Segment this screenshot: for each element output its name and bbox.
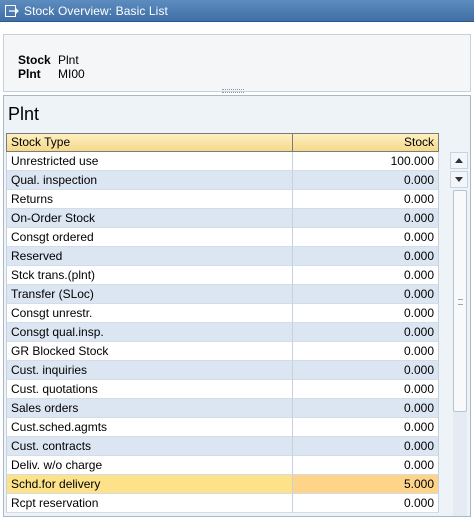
cell-stock-type[interactable]: On-Order Stock (6, 209, 293, 228)
window-titlebar: Stock Overview: Basic List (0, 0, 474, 22)
table-row[interactable]: Stck trans.(plnt) 0.000 (6, 266, 441, 285)
column-header-stock[interactable]: Stock (293, 133, 439, 152)
cell-stock-qty[interactable]: 0.000 (293, 209, 439, 228)
table-row[interactable]: Consgt ordered 0.000 (6, 228, 441, 247)
column-header-stock-type[interactable]: Stock Type (6, 133, 293, 152)
cell-stock-qty[interactable]: 0.000 (293, 380, 439, 399)
cell-stock-type[interactable]: Deliv. w/o charge (6, 456, 293, 475)
header-field-plant: Plnt MI00 (18, 67, 85, 81)
cell-stock-qty[interactable]: 0.000 (293, 399, 439, 418)
table-row[interactable]: Schd.for delivery 5.000 (6, 475, 441, 494)
table-row[interactable]: Qual. inspection 0.000 (6, 171, 441, 190)
cell-stock-qty[interactable]: 0.000 (293, 247, 439, 266)
cell-stock-qty[interactable]: 100.000 (293, 152, 439, 171)
cell-stock-qty[interactable]: 0.000 (293, 285, 439, 304)
cell-stock-qty[interactable]: 0.000 (293, 437, 439, 456)
cell-stock-qty[interactable]: 0.000 (293, 418, 439, 437)
cell-stock-type[interactable]: Cust. contracts (6, 437, 293, 456)
cell-stock-qty[interactable]: 0.000 (293, 171, 439, 190)
cell-stock-type[interactable]: Unrestricted use (6, 152, 293, 171)
scroll-up-icon[interactable] (450, 152, 468, 169)
cell-stock-qty[interactable]: 0.000 (293, 323, 439, 342)
cell-stock-type[interactable]: Reserved (6, 247, 293, 266)
cell-stock-qty[interactable]: 0.000 (293, 190, 439, 209)
stock-list-pane: Plnt Stock Type Stock Unrestricted use 10… (3, 95, 471, 517)
cell-stock-type[interactable]: Rcpt reservation (6, 494, 293, 513)
table-row[interactable]: Reserved 0.000 (6, 247, 441, 266)
table-row[interactable]: Cust. inquiries 0.000 (6, 361, 441, 380)
grid-body: Unrestricted use 100.000 Qual. inspection 0… (6, 152, 441, 513)
header-field-label: Stock (18, 53, 51, 67)
cell-stock-type[interactable]: Cust. inquiries (6, 361, 293, 380)
cell-stock-qty[interactable]: 0.000 (293, 228, 439, 247)
scrollbar-track[interactable] (453, 190, 467, 516)
exit-window-icon[interactable] (5, 4, 19, 17)
cell-stock-qty[interactable]: 0.000 (293, 304, 439, 323)
cell-stock-type[interactable]: Returns (6, 190, 293, 209)
cell-stock-qty[interactable]: 0.000 (293, 494, 439, 513)
table-row[interactable]: Rcpt reservation 0.000 (6, 494, 441, 513)
cell-stock-type[interactable]: Stck trans.(plnt) (6, 266, 293, 285)
cell-stock-type[interactable]: Sales orders (6, 399, 293, 418)
cell-stock-type[interactable]: Qual. inspection (6, 171, 293, 190)
grip-icon (458, 299, 463, 305)
cell-stock-type[interactable]: Cust.sched.agmts (6, 418, 293, 437)
table-row[interactable]: Consgt unrestr. 0.000 (6, 304, 441, 323)
table-row[interactable]: Unrestricted use 100.000 (6, 152, 441, 171)
splitter-handle[interactable] (222, 89, 244, 93)
grid-header: Stock Type Stock (6, 133, 441, 152)
cell-stock-type[interactable]: Schd.for delivery (6, 475, 293, 494)
cell-stock-type[interactable]: Transfer (SLoc) (6, 285, 293, 304)
table-row[interactable]: Transfer (SLoc) 0.000 (6, 285, 441, 304)
header-field-value: Plnt (58, 53, 79, 67)
table-row[interactable]: On-Order Stock 0.000 (6, 209, 441, 228)
cell-stock-qty[interactable]: 5.000 (293, 475, 439, 494)
pane-title: Plnt (8, 104, 40, 124)
header-field-label: Plnt (18, 67, 41, 81)
header-field-stock: Stock Plnt (18, 53, 79, 67)
table-row[interactable]: Cust. contracts 0.000 (6, 437, 441, 456)
stock-grid: Stock Type Stock Unrestricted use 100.000… (6, 133, 441, 513)
table-row[interactable]: GR Blocked Stock 0.000 (6, 342, 441, 361)
table-row[interactable]: Cust.sched.agmts 0.000 (6, 418, 441, 437)
window-title: Stock Overview: Basic List (24, 3, 168, 18)
header-field-value: MI00 (58, 67, 85, 81)
table-row[interactable]: Deliv. w/o charge 0.000 (6, 456, 441, 475)
cell-stock-type[interactable]: Cust. quotations (6, 380, 293, 399)
table-row[interactable]: Consgt qual.insp. 0.000 (6, 323, 441, 342)
vertical-scrollbar[interactable] (449, 152, 469, 517)
cell-stock-qty[interactable]: 0.000 (293, 266, 439, 285)
header-panel: Stock Plnt Plnt MI00 (3, 34, 471, 92)
scrollbar-thumb[interactable] (453, 190, 467, 412)
cell-stock-type[interactable]: Consgt unrestr. (6, 304, 293, 323)
cell-stock-type[interactable]: Consgt ordered (6, 228, 293, 247)
cell-stock-qty[interactable]: 0.000 (293, 342, 439, 361)
table-row[interactable]: Returns 0.000 (6, 190, 441, 209)
cell-stock-type[interactable]: GR Blocked Stock (6, 342, 293, 361)
table-row[interactable]: Cust. quotations 0.000 (6, 380, 441, 399)
cell-stock-type[interactable]: Consgt qual.insp. (6, 323, 293, 342)
scroll-down-icon[interactable] (450, 171, 468, 188)
table-row[interactable]: Sales orders 0.000 (6, 399, 441, 418)
cell-stock-qty[interactable]: 0.000 (293, 456, 439, 475)
cell-stock-qty[interactable]: 0.000 (293, 361, 439, 380)
